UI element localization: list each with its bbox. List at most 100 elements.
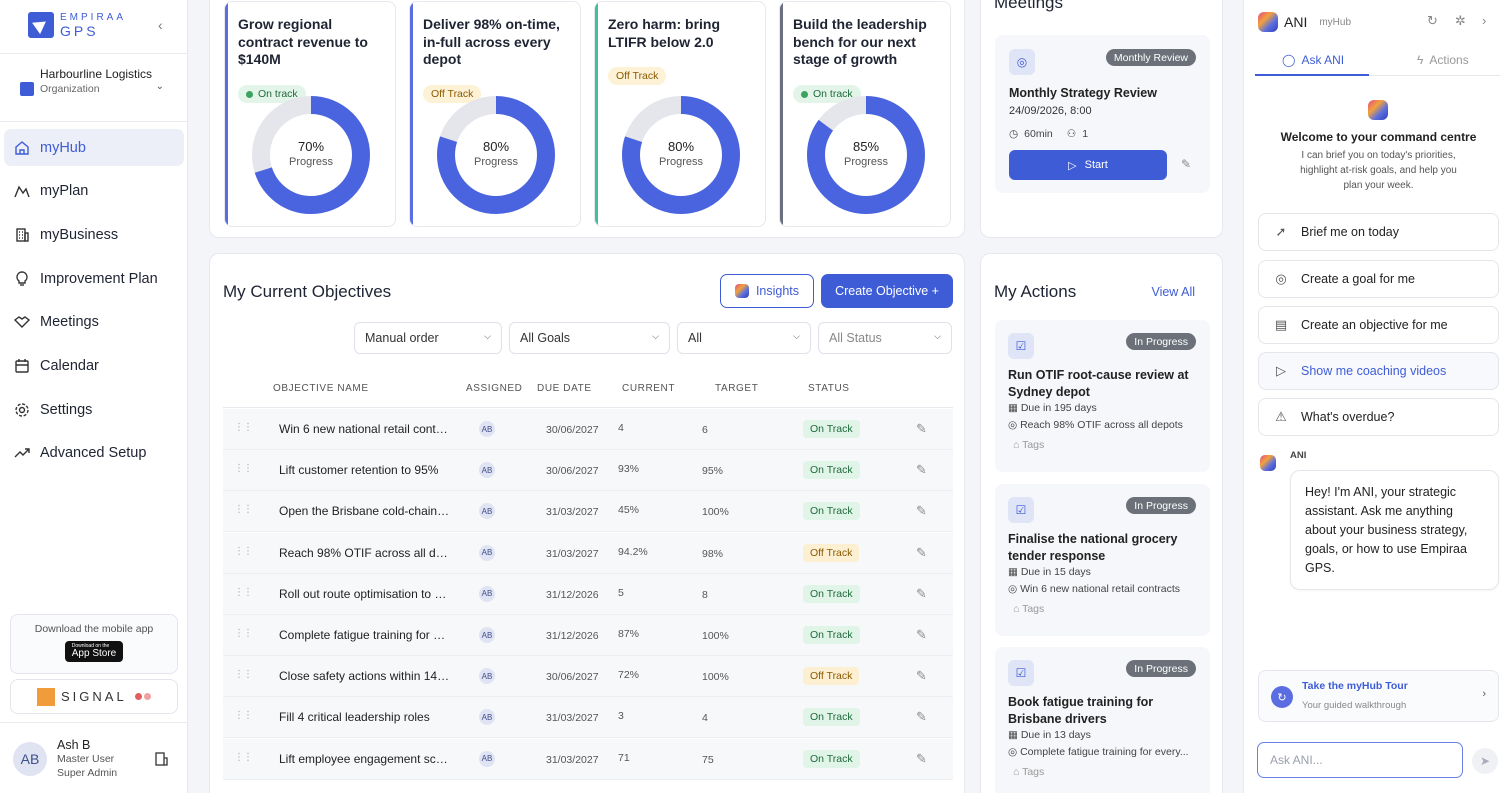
tab-actions[interactable]: ϟ Actions [1417, 53, 1469, 67]
close-panel-icon[interactable]: › [1482, 13, 1487, 28]
status-filter-select[interactable]: All Status ⌵ [818, 322, 952, 354]
empiraa-logo[interactable]: EMPIRAA GPS [28, 12, 126, 38]
table-row[interactable]: ⋮⋮ Close safety actions within 14 days AB 3… [223, 656, 953, 698]
goal-card[interactable]: Build the leadership bench for our next … [779, 1, 951, 227]
table-row[interactable]: ⋮⋮ Lift customer retention to 95% AB 30/06/… [223, 450, 953, 492]
column-header[interactable]: DUE DATE [537, 383, 592, 394]
table-row[interactable]: ⋮⋮ Win 6 new national retail contracts AB 3… [223, 409, 953, 450]
action-card[interactable]: ☑ In Progress Run OTIF root-cause review… [995, 320, 1210, 472]
drag-handle-icon[interactable]: ⋮⋮ [234, 710, 253, 722]
tour-icon: ↻ [1271, 686, 1293, 708]
user-profile[interactable]: AB Ash B Master User Super Admin [13, 738, 178, 780]
progress-label: Progress [473, 156, 519, 168]
view-all-link[interactable]: View All [1151, 285, 1195, 299]
goal-card[interactable]: Zero harm: bring LTIFR below 2.0 Off Tra… [594, 1, 766, 227]
order-select[interactable]: Manual order ⌵ [354, 322, 502, 354]
nav-item-settings[interactable]: Settings [4, 391, 184, 428]
action-due-text: Due in 15 days [1020, 566, 1091, 578]
insights-button[interactable]: Insights [720, 274, 814, 308]
suggestion-create-goal[interactable]: ◎ Create a goal for me [1258, 260, 1499, 298]
collapse-sidebar-icon[interactable]: ‹ [158, 17, 163, 33]
goal-filter-select[interactable]: All Goals ⌵ [509, 322, 670, 354]
create-objective-button[interactable]: Create Objective + [821, 274, 953, 308]
suggestion-brief-today[interactable]: ➚ Brief me on today [1258, 213, 1499, 251]
tab-ask-ani[interactable]: ◯ Ask ANI [1282, 53, 1344, 67]
nav-item-calendar[interactable]: Calendar [4, 347, 184, 384]
org-switcher[interactable]: Harbourline Logistics Organization ⌄ [20, 67, 170, 97]
action-tags[interactable]: ⌂ Tags [1013, 439, 1044, 451]
checkbox-icon: ☑ [1008, 660, 1034, 686]
bug-icon[interactable]: ✲ [1455, 13, 1466, 28]
switch-org-icon[interactable] [155, 752, 168, 769]
column-header[interactable]: STATUS [808, 383, 850, 394]
drag-handle-icon[interactable]: ⋮⋮ [234, 504, 253, 516]
drag-handle-icon[interactable]: ⋮⋮ [234, 463, 253, 475]
meeting-card[interactable]: ◎ Monthly Review Monthly Strategy Review… [995, 35, 1210, 193]
suggestion-whats-overdue[interactable]: ⚠ What's overdue? [1258, 398, 1499, 436]
table-row[interactable]: ⋮⋮ Lift employee engagement score to 75 AB… [223, 738, 953, 780]
start-meeting-button[interactable]: ▷ Start [1009, 150, 1167, 180]
user-role: Master User [57, 753, 115, 765]
chevron-down-icon: ⌵ [652, 331, 659, 341]
edit-icon[interactable]: ✎ [916, 544, 927, 560]
edit-icon[interactable]: ✎ [916, 709, 927, 725]
target-icon: ◎ [1008, 419, 1021, 431]
assignee-filter-select[interactable]: All ⌵ [677, 322, 811, 354]
tags-label: Tags [1022, 766, 1045, 778]
table-row[interactable]: ⋮⋮ Roll out route optimisation to all dep… [223, 573, 953, 615]
action-tags[interactable]: ⌂ Tags [1013, 603, 1044, 615]
goal-card[interactable]: Deliver 98% on-time, in-full across ever… [409, 1, 581, 227]
table-row[interactable]: ⋮⋮ Complete fatigue training for all driv… [223, 615, 953, 656]
nav-item-improvement-plan[interactable]: Improvement Plan [4, 260, 184, 297]
nav-item-meetings[interactable]: Meetings [4, 304, 184, 341]
goal-card[interactable]: Grow regional contract revenue to $140M … [224, 1, 396, 227]
message-sender: ANI [1260, 450, 1306, 471]
send-icon[interactable]: ➤ [1472, 748, 1498, 774]
drag-handle-icon[interactable]: ⋮⋮ [234, 422, 253, 433]
column-header[interactable]: TARGET [715, 383, 759, 394]
nav-label: Meetings [40, 314, 99, 331]
column-header[interactable]: OBJECTIVE NAME [273, 383, 369, 394]
refresh-icon[interactable]: ↻ [1427, 13, 1438, 28]
nav-label: Improvement Plan [40, 270, 158, 287]
edit-icon[interactable]: ✎ [916, 503, 927, 519]
drag-handle-icon[interactable]: ⋮⋮ [234, 586, 253, 598]
current-value: 72% [618, 669, 640, 682]
edit-icon[interactable]: ✎ [916, 627, 927, 642]
table-row[interactable]: ⋮⋮ Open the Brisbane cold-chain facility A… [223, 491, 953, 533]
action-tags[interactable]: ⌂ Tags [1013, 766, 1044, 778]
action-status-badge: In Progress [1126, 333, 1196, 350]
table-row[interactable]: ⋮⋮ Reach 98% OTIF across all depots AB 31/0… [223, 532, 953, 574]
drag-handle-icon[interactable]: ⋮⋮ [234, 669, 253, 681]
table-row[interactable]: ⋮⋮ Fill 4 critical leadership roles AB 31/0… [223, 697, 953, 739]
edit-icon[interactable]: ✎ [916, 585, 927, 601]
suggestion-coaching-videos[interactable]: ▷ Show me coaching videos [1258, 352, 1499, 390]
assignee-filter-value: All [688, 331, 702, 345]
ani-name: ANI [1284, 14, 1308, 30]
signal-dots-icon [134, 693, 153, 700]
action-card[interactable]: ☑ In Progress Book fatigue training for … [995, 647, 1210, 793]
ask-ani-input[interactable] [1257, 742, 1463, 778]
edit-icon[interactable]: ✎ [916, 750, 927, 766]
edit-icon[interactable]: ✎ [916, 421, 927, 436]
suggestion-create-objective[interactable]: ▤ Create an objective for me [1258, 306, 1499, 344]
drag-handle-icon[interactable]: ⋮⋮ [234, 751, 253, 763]
action-title: Book fatigue training for Brisbane drive… [1008, 695, 1154, 726]
nav-item-mybusiness[interactable]: myBusiness [4, 216, 184, 253]
edit-icon[interactable]: ✎ [916, 668, 927, 684]
nav-item-myhub[interactable]: myHub [4, 129, 184, 166]
chat-icon: ◯ [1282, 53, 1296, 67]
column-header[interactable]: ASSIGNED [466, 383, 523, 394]
column-header[interactable]: CURRENT [622, 383, 676, 394]
edit-icon[interactable]: ✎ [916, 462, 927, 478]
nav-item-myplan[interactable]: myPlan [4, 173, 184, 210]
nav-item-advanced-setup[interactable]: Advanced Setup [4, 435, 184, 472]
signal-link[interactable]: SIGNAL [10, 679, 178, 714]
hub-tour-card[interactable]: ↻ Take the myHub Tour Your guided walkth… [1258, 670, 1499, 722]
action-card[interactable]: ☑ In Progress Finalise the national groc… [995, 484, 1210, 636]
app-store-button[interactable]: Download on the App Store [64, 641, 124, 662]
progress-donut [437, 96, 555, 214]
drag-handle-icon[interactable]: ⋮⋮ [234, 628, 253, 639]
drag-handle-icon[interactable]: ⋮⋮ [234, 545, 253, 557]
edit-meeting-icon[interactable]: ✎ [1181, 157, 1192, 171]
